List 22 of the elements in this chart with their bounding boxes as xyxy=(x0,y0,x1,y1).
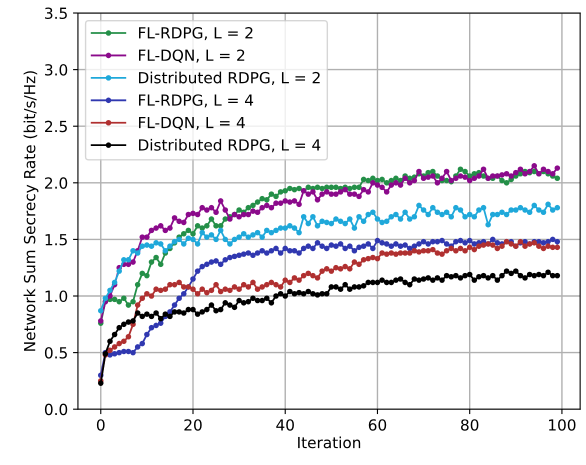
y-tick-label: 2.5 xyxy=(45,120,67,132)
legend-label: Distributed RDPG, L = 2 xyxy=(139,72,320,86)
y-tick-label: 3.0 xyxy=(45,64,68,76)
legend-label: FL-RDPG, L = 4 xyxy=(139,94,254,108)
x-tick-label: 80 xyxy=(461,419,478,431)
x-tick-label: 100 xyxy=(549,419,576,431)
y-axis-title: Network Sum Secrecy Rate (bit/s/Hz) xyxy=(24,71,38,351)
x-tick-label: 20 xyxy=(184,419,202,431)
legend-label: Distributed RDPG, L = 4 xyxy=(139,138,320,152)
y-tick-label: 1.5 xyxy=(46,234,67,246)
y-tick-label: 0.0 xyxy=(44,404,68,416)
x-axis-title: Iteration xyxy=(298,436,360,448)
legend-label: FL-DQN, L = 4 xyxy=(139,116,245,130)
y-tick-label: 3.5 xyxy=(45,7,67,20)
y-tick-label: 0.5 xyxy=(44,347,67,359)
x-tick-label: 60 xyxy=(368,419,386,431)
y-tick-label: 2.0 xyxy=(45,177,68,189)
x-tick-label: 40 xyxy=(276,419,294,431)
legend-label: FL-RDPG, L = 2 xyxy=(139,27,252,40)
y-tick-label: 1.0 xyxy=(46,290,68,302)
legend-label: FL-DQN, L = 2 xyxy=(139,49,244,63)
x-tick-label: 0 xyxy=(96,419,105,431)
